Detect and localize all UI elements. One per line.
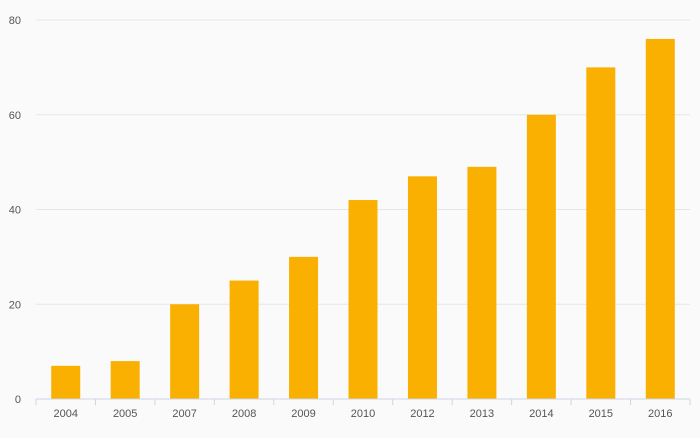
y-tick-label: 80	[9, 15, 21, 27]
x-tick-label: 2005	[113, 408, 137, 420]
x-tick-label: 2010	[351, 408, 375, 420]
y-axis-tick-labels: 0 20 40 60 80	[9, 15, 21, 406]
x-tick-label: 2013	[470, 408, 494, 420]
bar	[289, 256, 319, 399]
x-tick-label: 2009	[291, 408, 315, 420]
y-tick-label: 60	[9, 110, 21, 122]
x-axis	[35, 398, 691, 405]
bar	[586, 67, 616, 399]
bars	[51, 38, 675, 399]
bar	[51, 365, 81, 399]
bar	[348, 200, 378, 399]
y-tick-label: 20	[9, 299, 21, 311]
bar	[645, 38, 675, 399]
bar	[467, 166, 497, 399]
x-tick-label: 2004	[53, 408, 77, 420]
x-tick-label: 2007	[172, 408, 196, 420]
x-tick-label: 2016	[648, 408, 672, 420]
y-tick-label: 0	[15, 394, 21, 406]
y-tick-label: 40	[9, 205, 21, 217]
bar	[229, 280, 259, 399]
bar	[170, 304, 200, 399]
bar	[407, 176, 437, 399]
x-tick-label: 2008	[232, 408, 256, 420]
x-tick-label: 2012	[410, 408, 434, 420]
bar	[526, 114, 556, 399]
bar	[110, 361, 140, 399]
x-tick-label: 2014	[529, 408, 553, 420]
x-axis-tick-labels: 2004 2005 2007 2008 2009 2010 2012 2013 2014 2015…	[53, 408, 672, 420]
x-tick-label: 2015	[589, 408, 613, 420]
